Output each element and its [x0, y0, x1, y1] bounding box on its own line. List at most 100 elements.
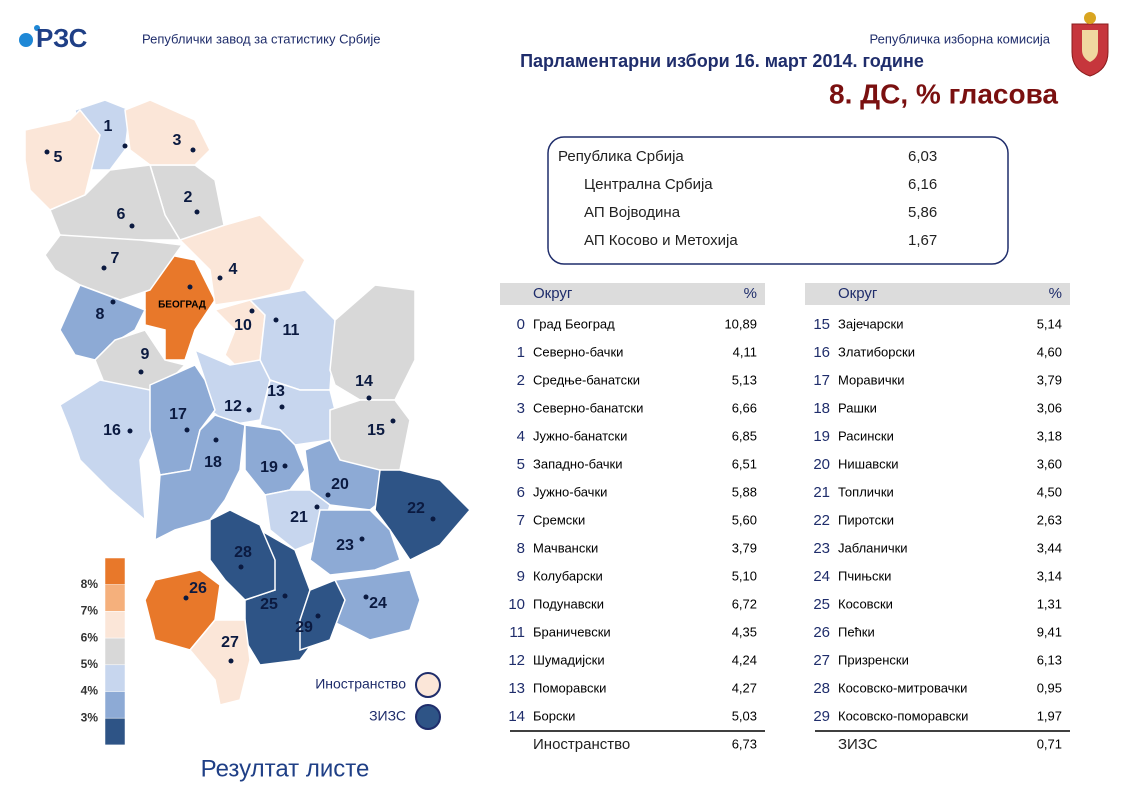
abroad-value: 6,73: [732, 736, 757, 751]
subtitle: 8. ДС, % гласова: [829, 78, 1058, 109]
district-dot: [238, 564, 244, 570]
row-value: 6,51: [732, 456, 757, 471]
district-label: 22: [407, 500, 425, 517]
table-header: %: [1049, 285, 1062, 302]
district-dot: [315, 613, 321, 619]
district-label: 10: [234, 317, 252, 334]
row-value: 3,44: [1037, 540, 1062, 555]
row-id: 6: [517, 484, 525, 501]
district-label: 2: [184, 189, 193, 206]
district-dot: [110, 299, 116, 305]
district-dot: [366, 395, 372, 401]
row-name: Рашки: [838, 400, 877, 415]
row-name: Северно-бачки: [533, 344, 623, 359]
row-value: 5,10: [732, 568, 757, 583]
district-label: 20: [331, 476, 349, 493]
row-value: 1,31: [1037, 596, 1062, 611]
district-label: 23: [336, 537, 354, 554]
row-value: 4,60: [1037, 344, 1062, 359]
district-label: 14: [355, 373, 373, 390]
row-value: 6,66: [732, 400, 757, 415]
district-dot: [390, 418, 396, 424]
summary-value: 1,67: [908, 232, 937, 249]
row-name: Средње-банатски: [533, 372, 640, 387]
row-value: 4,27: [732, 680, 757, 695]
row-id: 25: [813, 596, 830, 613]
district: [299, 579, 346, 652]
district-label: 26: [189, 580, 207, 597]
district-label: 11: [283, 322, 300, 339]
district: [309, 509, 401, 576]
row-value: 3,79: [732, 540, 757, 555]
summary-value: 6,16: [908, 176, 937, 193]
row-name: Шумадијски: [533, 652, 605, 667]
district-dot: [122, 143, 128, 149]
row-value: 4,24: [732, 652, 757, 667]
summary-name: Република Србија: [558, 148, 684, 165]
summary-value: 6,03: [908, 148, 937, 165]
legend-swatch: [104, 584, 126, 612]
legend-swatch: [104, 637, 126, 666]
row-name: Северно-банатски: [533, 400, 643, 415]
row-value: 10,89: [724, 316, 757, 331]
row-value: 9,41: [1037, 624, 1062, 639]
row-name: Град Београд: [533, 316, 615, 331]
legend-swatch: [104, 664, 126, 692]
abroad-label: Иностранство: [315, 676, 406, 692]
district-dot: [363, 594, 369, 600]
district-dot: [314, 504, 320, 510]
table-header: Округ: [838, 285, 878, 302]
district-dot: [282, 593, 288, 599]
row-id: 17: [813, 372, 830, 389]
row-id: 22: [813, 512, 830, 529]
district: [209, 509, 276, 601]
row-id: 3: [517, 400, 525, 417]
row-value: 4,11: [733, 344, 757, 359]
row-id: 14: [508, 708, 525, 725]
district-label: 4: [229, 261, 238, 278]
district-label: 7: [111, 250, 120, 267]
row-value: 3,06: [1037, 400, 1062, 415]
district-dot: [194, 209, 200, 215]
row-name: Нишавски: [838, 456, 899, 471]
row-id: 23: [813, 540, 830, 557]
district-label: 1: [104, 118, 113, 135]
legend-label: 4%: [81, 684, 99, 698]
row-value: 0,95: [1037, 680, 1062, 695]
legend-swatch: [104, 691, 126, 719]
district-dot: [138, 369, 144, 375]
district-label: 9: [141, 346, 150, 363]
district-label: 8: [96, 306, 105, 323]
row-id: 18: [813, 400, 830, 417]
zizs-marker: [415, 704, 441, 730]
district-label: 19: [260, 459, 278, 476]
district-label: 24: [369, 595, 387, 612]
district-dot: [228, 658, 234, 664]
row-value: 1,97: [1037, 708, 1062, 723]
row-value: 4,50: [1037, 484, 1062, 499]
row-value: 3,18: [1037, 428, 1062, 443]
district-label: 13: [267, 383, 285, 400]
district-dot: [44, 149, 50, 155]
district-dot: [249, 308, 255, 314]
row-id: 12: [508, 652, 525, 669]
institute: Републички завод за статистику Србије: [142, 31, 381, 46]
row-id: 15: [813, 316, 830, 333]
row-id: 21: [813, 484, 830, 501]
row-value: 6,13: [1037, 652, 1062, 667]
district-dot: [282, 463, 288, 469]
district-dot: [101, 265, 107, 271]
district-label: БЕОГРАД: [158, 300, 206, 311]
district-label: 6: [117, 206, 126, 223]
zizs-label: ЗИЗС: [369, 708, 406, 724]
row-id: 16: [813, 344, 830, 361]
district-label: 21: [290, 509, 308, 526]
legend-swatch: [104, 611, 126, 639]
coat-of-arms: [1071, 12, 1109, 77]
district: [189, 619, 251, 706]
table-header-bg: [500, 283, 765, 305]
row-name: Косовско-поморавски: [838, 708, 968, 723]
row-id: 29: [813, 708, 830, 725]
district-dot: [359, 536, 365, 542]
